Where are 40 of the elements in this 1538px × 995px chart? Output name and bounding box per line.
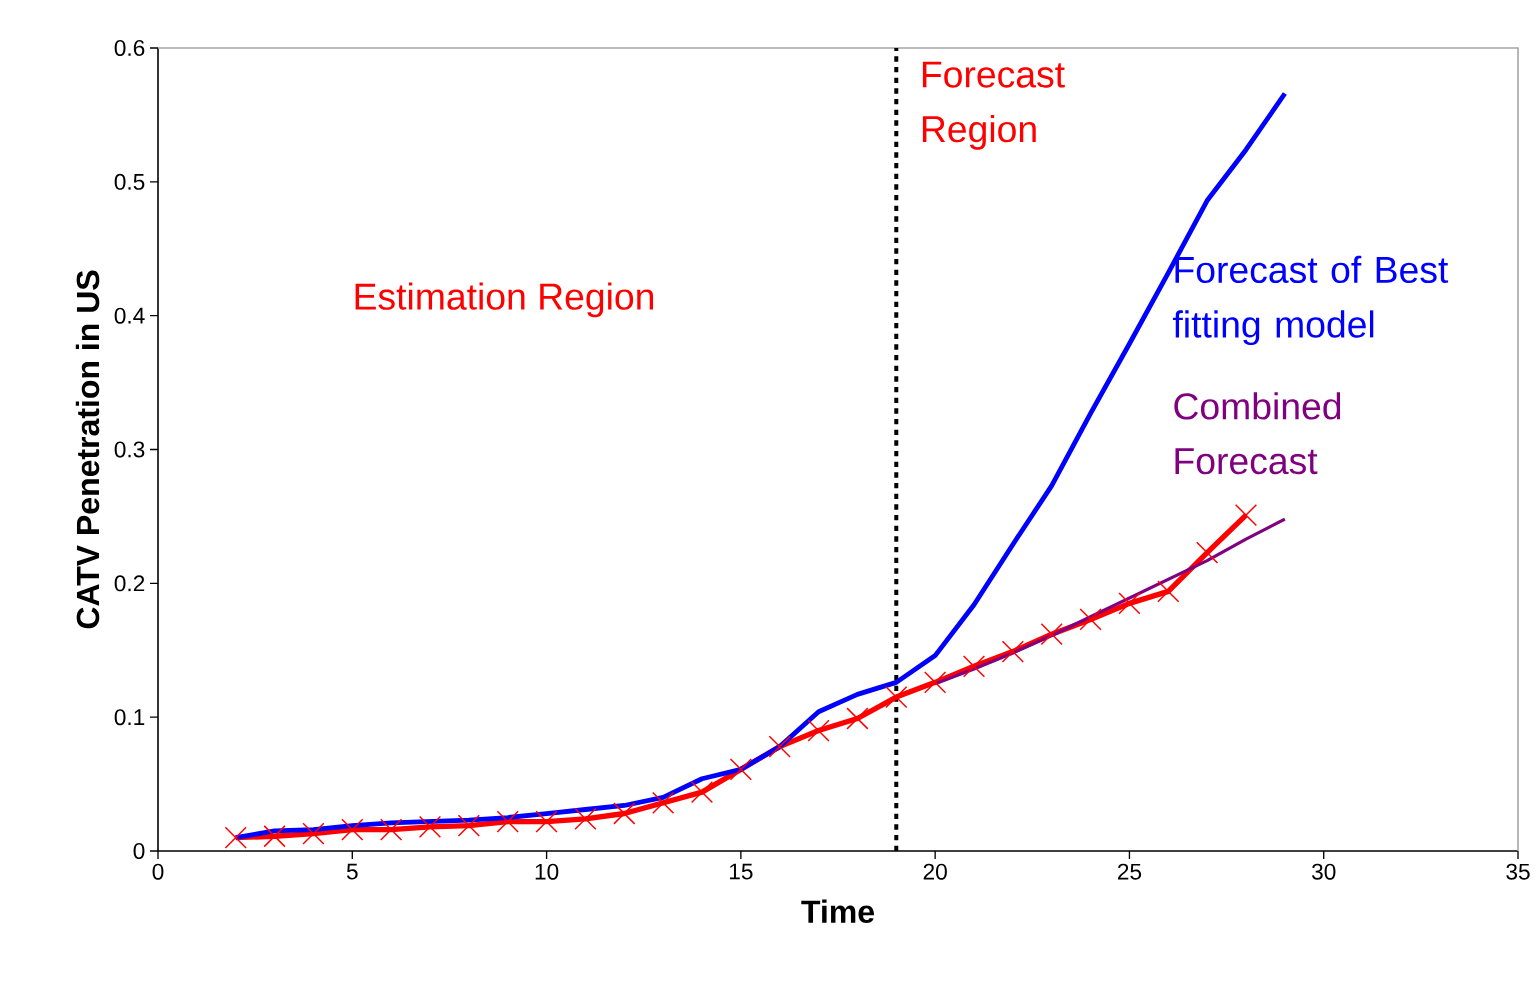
x-tick-label: 5	[346, 863, 358, 880]
y-tick-label: 0.3	[114, 441, 145, 458]
point	[263, 825, 286, 848]
y-tick-label: 0	[133, 842, 145, 860]
point	[457, 814, 480, 837]
point	[1157, 580, 1180, 603]
x-tick-label: 25	[1117, 863, 1142, 880]
point	[302, 822, 325, 845]
point	[690, 780, 714, 804]
x-tick-label: 10	[535, 863, 559, 880]
annotation: Estimation Region	[355, 282, 654, 318]
y-axis-title: CATV Penetration in US	[75, 270, 100, 629]
series-label: Combined Forecast	[1174, 392, 1341, 475]
y-tick-label: 0.1	[114, 709, 145, 726]
x-tick-label: 30	[1311, 863, 1336, 880]
series-label: Forecast of Best fitting model	[1172, 255, 1449, 346]
x-tick-label: 20	[923, 863, 947, 880]
annotation: Forecast Region	[922, 61, 1065, 150]
point	[535, 810, 558, 833]
y-tick-label: 0.5	[114, 173, 145, 190]
y-tick-label: 0.6	[114, 39, 145, 57]
x-tick-label: 15	[729, 863, 753, 880]
x-axis-title: Time	[801, 899, 874, 924]
point	[1118, 592, 1141, 615]
point	[341, 818, 364, 841]
y-tick-label: 0.4	[114, 307, 145, 324]
point	[1234, 503, 1258, 527]
x-tick-label: 35	[1506, 863, 1530, 880]
point	[807, 719, 830, 742]
y-tick-label: 0.2	[114, 575, 145, 592]
point	[885, 685, 908, 709]
point	[1196, 541, 1219, 564]
point	[652, 791, 675, 814]
point	[380, 818, 403, 841]
point	[574, 807, 597, 830]
point	[496, 810, 519, 833]
point	[846, 707, 869, 730]
point	[613, 802, 636, 825]
point	[418, 815, 442, 838]
x-tick-label: 0	[152, 863, 164, 880]
